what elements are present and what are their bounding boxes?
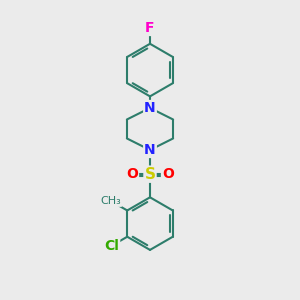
Text: S: S bbox=[145, 167, 155, 182]
Text: F: F bbox=[145, 21, 155, 35]
Text: O: O bbox=[162, 167, 174, 181]
Text: N: N bbox=[144, 143, 156, 157]
Text: O: O bbox=[126, 167, 138, 181]
Text: CH₃: CH₃ bbox=[100, 196, 121, 206]
Text: N: N bbox=[144, 101, 156, 115]
Text: Cl: Cl bbox=[104, 239, 119, 253]
